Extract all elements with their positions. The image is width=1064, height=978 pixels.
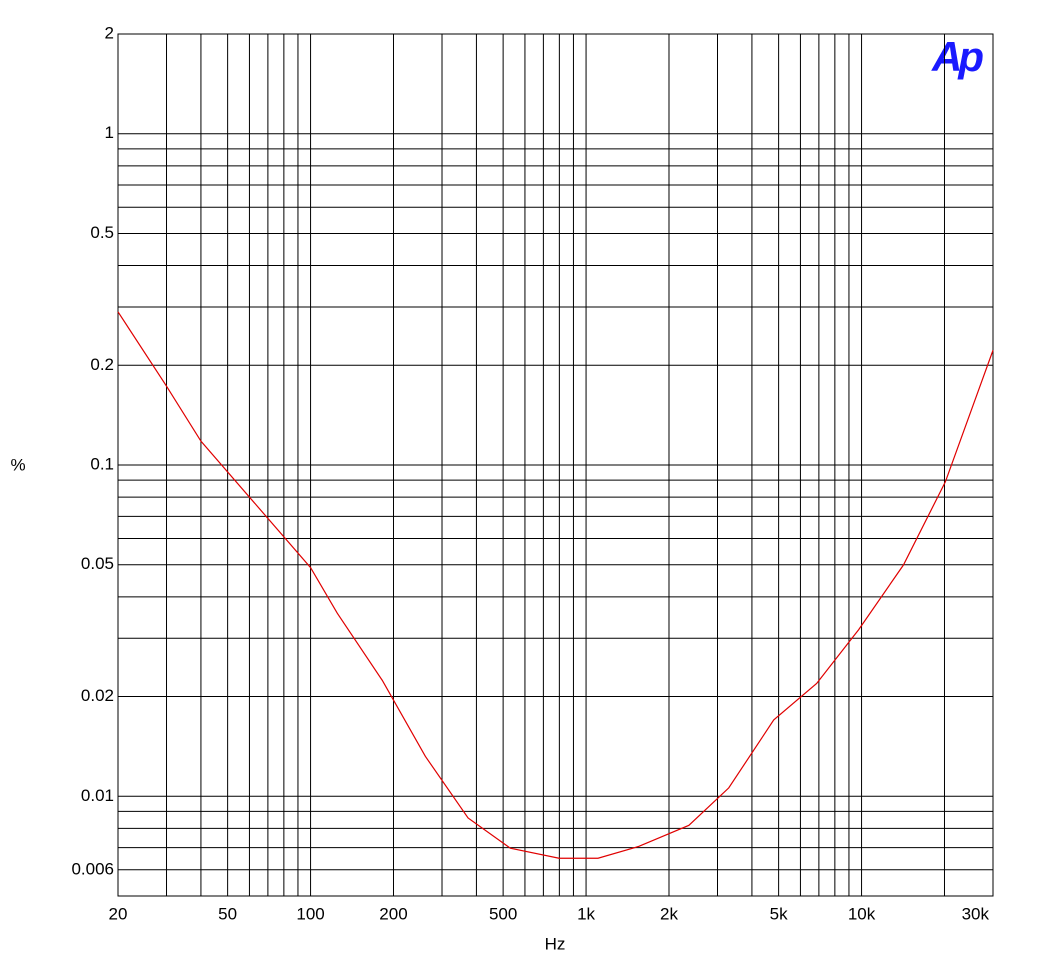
x-tick-label: 2k — [660, 904, 678, 923]
x-axis-label: Hz — [545, 934, 566, 953]
x-tick-label: 200 — [379, 904, 407, 923]
x-tick-label: 50 — [218, 904, 237, 923]
y-tick-label: 0.006 — [71, 859, 114, 878]
x-tick-label: 30k — [962, 904, 990, 923]
y-tick-label: 1 — [105, 123, 114, 142]
y-tick-label: 0.02 — [81, 686, 114, 705]
plot-frame — [117, 33, 994, 897]
data-line — [117, 311, 994, 859]
x-tick-label: 20 — [109, 904, 128, 923]
y-tick-label: 2 — [105, 23, 114, 42]
x-tick-label: 500 — [489, 904, 517, 923]
x-tick-label: 10k — [848, 904, 876, 923]
y-tick-label: 0.05 — [81, 554, 114, 573]
y-tick-label: 0.01 — [81, 786, 114, 805]
y-axis-label: % — [10, 455, 25, 474]
y-tick-label: 0.2 — [90, 355, 114, 374]
x-tick-label: 1k — [577, 904, 595, 923]
y-tick-label: 0.1 — [90, 454, 114, 473]
logo: Ap — [931, 33, 983, 80]
x-tick-label: 5k — [770, 904, 788, 923]
y-tick-label: 0.5 — [90, 223, 114, 242]
x-tick-label: 100 — [296, 904, 324, 923]
